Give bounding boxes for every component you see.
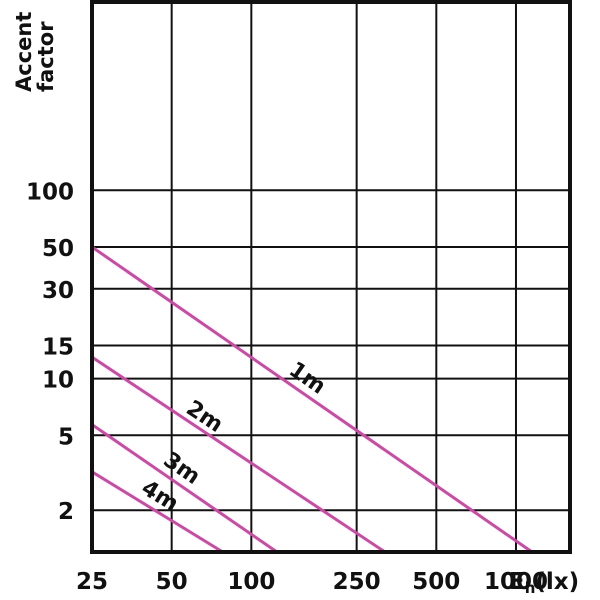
series-label-2m: 2m: [182, 396, 228, 438]
x-tick-label: 250: [333, 569, 381, 595]
series-label-3m: 3m: [159, 448, 205, 490]
y-tick-label: 15: [42, 334, 74, 360]
x-tick-label: 1000: [484, 569, 548, 595]
y-axis-title-line-1: Accent: [12, 11, 36, 92]
series-line-1m: [91, 245, 533, 554]
x-axis-title-subscript: h: [525, 579, 536, 597]
y-tick-labels: 2 5 10 15 30 50 100: [26, 179, 74, 525]
y-tick-label: 50: [42, 236, 74, 262]
y-tick-label: 10: [42, 368, 74, 394]
x-axis-title-unit: (lx): [535, 569, 579, 595]
x-axis-title: Eh(lx): [509, 569, 579, 597]
plot-frame: [90, 0, 572, 554]
x-tick-label: 100: [227, 569, 275, 595]
x-tick-label: 25: [76, 569, 108, 595]
y-tick-label: 100: [26, 179, 74, 205]
series-layer: [91, 245, 533, 554]
x-tick-label: 50: [156, 569, 188, 595]
x-tick-label: 500: [412, 569, 460, 595]
y-tick-label: 30: [42, 278, 74, 304]
x-tick-labels: 25 50 100 250 500 1000: [76, 569, 548, 595]
y-axis-title-line-2: factor: [34, 21, 58, 92]
x-axis-title-main: E: [509, 569, 525, 595]
series-label-1m: 1m: [284, 357, 330, 399]
y-axis-title: Accent factor: [12, 4, 58, 104]
series-line-3m: [91, 423, 278, 554]
series-line-2m: [91, 355, 386, 554]
series-line-4m: [91, 470, 224, 554]
y-tick-label: 5: [58, 424, 74, 450]
y-tick-label: 2: [58, 499, 74, 525]
